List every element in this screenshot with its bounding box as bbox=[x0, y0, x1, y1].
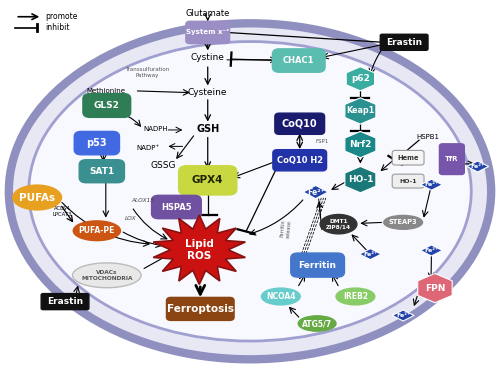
Text: GPX4: GPX4 bbox=[192, 175, 224, 185]
FancyBboxPatch shape bbox=[152, 195, 202, 219]
Text: LOX: LOX bbox=[125, 216, 136, 221]
Text: Fe²⁺: Fe²⁺ bbox=[470, 164, 485, 169]
Text: Fe²⁺: Fe²⁺ bbox=[363, 252, 378, 256]
Text: Cysteine: Cysteine bbox=[188, 88, 228, 97]
Text: PUFAs: PUFAs bbox=[19, 192, 56, 202]
Ellipse shape bbox=[336, 288, 375, 305]
Text: Fe²⁺: Fe²⁺ bbox=[424, 248, 438, 253]
Text: NADP⁺: NADP⁺ bbox=[136, 145, 160, 151]
Text: Ferritin
release: Ferritin release bbox=[280, 219, 292, 238]
FancyBboxPatch shape bbox=[275, 113, 324, 134]
FancyBboxPatch shape bbox=[83, 93, 130, 117]
FancyBboxPatch shape bbox=[440, 144, 464, 174]
Text: PUFA-PE: PUFA-PE bbox=[78, 226, 115, 235]
Text: Heme: Heme bbox=[398, 155, 419, 161]
Text: NCOA4: NCOA4 bbox=[266, 292, 296, 301]
FancyBboxPatch shape bbox=[380, 34, 428, 50]
Polygon shape bbox=[392, 310, 414, 321]
Text: IREB2: IREB2 bbox=[343, 292, 368, 301]
Ellipse shape bbox=[13, 185, 62, 210]
Text: HO-1: HO-1 bbox=[348, 175, 373, 184]
Text: HSPB1: HSPB1 bbox=[416, 134, 440, 139]
Text: SAT1: SAT1 bbox=[89, 167, 114, 176]
Polygon shape bbox=[303, 185, 328, 199]
FancyBboxPatch shape bbox=[291, 253, 344, 277]
Ellipse shape bbox=[73, 221, 120, 241]
Polygon shape bbox=[346, 67, 374, 91]
Ellipse shape bbox=[320, 215, 357, 234]
Text: ATG5/7: ATG5/7 bbox=[302, 319, 332, 328]
Text: TfR: TfR bbox=[445, 156, 458, 162]
FancyBboxPatch shape bbox=[272, 49, 325, 72]
FancyBboxPatch shape bbox=[166, 297, 234, 321]
Ellipse shape bbox=[28, 42, 471, 341]
FancyBboxPatch shape bbox=[178, 166, 237, 195]
Polygon shape bbox=[153, 215, 246, 284]
Text: HO-1: HO-1 bbox=[400, 178, 417, 184]
Polygon shape bbox=[360, 249, 382, 259]
Text: p62: p62 bbox=[351, 74, 370, 83]
Polygon shape bbox=[418, 273, 452, 303]
Polygon shape bbox=[467, 161, 488, 172]
Text: System x⁻ᶜ: System x⁻ᶜ bbox=[186, 29, 230, 35]
FancyBboxPatch shape bbox=[392, 174, 424, 188]
FancyBboxPatch shape bbox=[273, 150, 326, 171]
FancyBboxPatch shape bbox=[74, 131, 120, 155]
Ellipse shape bbox=[298, 316, 336, 331]
FancyBboxPatch shape bbox=[41, 294, 89, 309]
Text: Ferroptosis: Ferroptosis bbox=[167, 304, 234, 314]
Text: CoQ10 H2: CoQ10 H2 bbox=[276, 156, 323, 165]
Text: GSH: GSH bbox=[196, 124, 220, 134]
Text: p53: p53 bbox=[86, 138, 107, 148]
Text: Cystine: Cystine bbox=[191, 53, 224, 63]
Ellipse shape bbox=[384, 215, 422, 229]
Text: Methionine: Methionine bbox=[86, 88, 126, 94]
Text: Lipid
ROS: Lipid ROS bbox=[185, 239, 214, 261]
Polygon shape bbox=[345, 98, 376, 124]
Text: Erastin: Erastin bbox=[386, 38, 422, 47]
Text: Transsulfuration
Pathway: Transsulfuration Pathway bbox=[125, 67, 169, 78]
Polygon shape bbox=[345, 166, 376, 193]
FancyBboxPatch shape bbox=[186, 21, 230, 43]
Text: promote: promote bbox=[45, 12, 78, 21]
Text: GLS2: GLS2 bbox=[94, 101, 120, 110]
Text: Keap1: Keap1 bbox=[346, 106, 374, 116]
Text: DMT1
ZIP8/14: DMT1 ZIP8/14 bbox=[326, 219, 351, 230]
Text: inhibit: inhibit bbox=[45, 23, 70, 32]
Text: STEAP3: STEAP3 bbox=[389, 219, 418, 225]
Text: Fe²⁺: Fe²⁺ bbox=[424, 182, 438, 187]
Ellipse shape bbox=[262, 288, 300, 305]
Text: NADPH: NADPH bbox=[143, 126, 168, 132]
Text: Erastin: Erastin bbox=[47, 297, 83, 306]
Text: HSPA5: HSPA5 bbox=[161, 202, 192, 212]
Text: CoQ10: CoQ10 bbox=[282, 119, 318, 129]
Polygon shape bbox=[420, 179, 442, 190]
FancyBboxPatch shape bbox=[392, 151, 424, 165]
Text: VDACs
MITOCHONDRIA: VDACs MITOCHONDRIA bbox=[81, 270, 132, 281]
Text: FSP1: FSP1 bbox=[316, 139, 328, 144]
Text: Ferritin: Ferritin bbox=[298, 261, 337, 270]
Text: Fe²⁺: Fe²⁺ bbox=[396, 313, 410, 318]
Text: CHAC1: CHAC1 bbox=[283, 56, 314, 65]
Text: ALOX15: ALOX15 bbox=[132, 198, 154, 203]
Ellipse shape bbox=[72, 263, 141, 288]
Polygon shape bbox=[345, 131, 376, 158]
Polygon shape bbox=[420, 245, 442, 256]
Text: Fe²⁺: Fe²⁺ bbox=[307, 188, 324, 197]
Text: GSSG: GSSG bbox=[150, 161, 176, 170]
Text: ACLS4
LPCAT3: ACLS4 LPCAT3 bbox=[52, 206, 72, 217]
Ellipse shape bbox=[9, 23, 491, 359]
Text: FPN: FPN bbox=[425, 284, 445, 293]
Text: Nrf2: Nrf2 bbox=[349, 140, 372, 149]
Text: Glutamate: Glutamate bbox=[186, 8, 230, 18]
FancyBboxPatch shape bbox=[79, 160, 124, 183]
